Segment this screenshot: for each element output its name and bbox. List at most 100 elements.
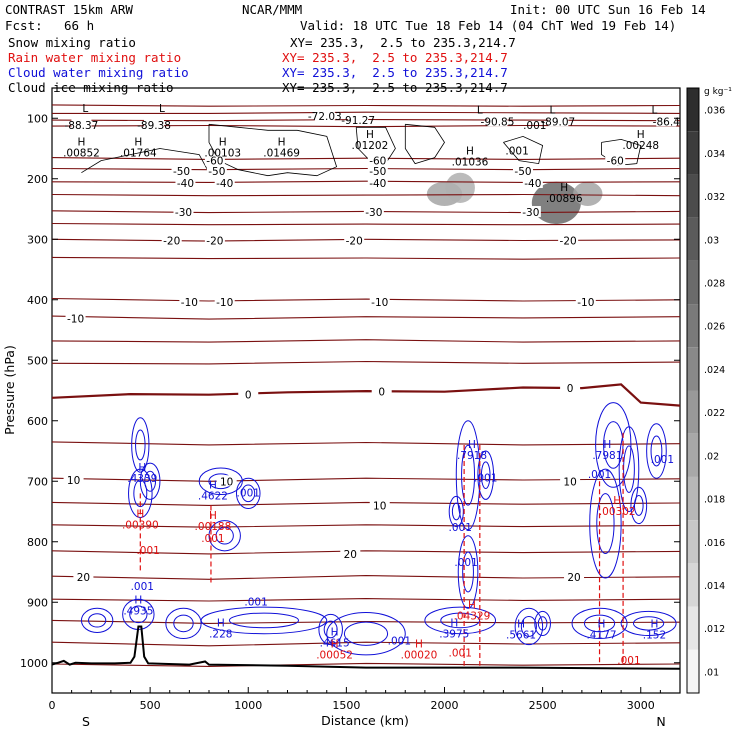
isotherm-15 — [51, 360, 681, 365]
colorbar-label: .01 — [704, 667, 719, 678]
extremum-mark: H — [77, 136, 85, 148]
colorbar-label: .016 — [704, 538, 725, 549]
extremum-mark: H — [134, 594, 142, 606]
colorbar-swatch-13 — [687, 649, 699, 693]
extremum-value: .00103 — [204, 147, 241, 159]
extremum-mark: H — [366, 129, 374, 141]
contour-label: .001 — [388, 636, 411, 648]
isotherm-17 — [51, 441, 681, 446]
contour-label: .001 — [131, 581, 154, 593]
cloud-water-cell-inner-13 — [650, 435, 663, 467]
cloud-water-cell-inner-16 — [88, 613, 107, 628]
colorbar-label: .018 — [704, 495, 725, 506]
extremum-mark: H — [136, 509, 144, 521]
x-axis-label: Distance (km) — [321, 713, 409, 728]
extremum-value: .4935 — [123, 605, 153, 617]
cloud-water-cell-3 — [198, 467, 243, 496]
temp-label: -60 — [369, 156, 386, 168]
cloud-water-cell-inner-24 — [583, 614, 616, 633]
cloud-water-cell-inner-9 — [480, 461, 491, 490]
extremum-value: .228 — [209, 628, 232, 640]
snow-contour-4 — [503, 135, 544, 165]
cloud-water-cell-inner-5 — [215, 526, 234, 545]
temp-label-bg-30 — [238, 388, 259, 400]
temp-label-bg-25 — [65, 312, 86, 324]
temp-label-bg-35 — [369, 499, 390, 511]
extremum-value: .00896 — [546, 193, 583, 205]
colorbar-unit: g kg⁻¹ — [704, 87, 732, 97]
temp-label-bg-24 — [558, 234, 579, 246]
extremum-value: .00302 — [599, 506, 636, 518]
colorbar-frame — [686, 87, 700, 694]
colorbar-swatch-4 — [687, 260, 699, 305]
cloud-water-cell-18 — [200, 606, 328, 635]
cloud-water-cell-inner-4 — [241, 484, 256, 503]
contour-label: .001 — [449, 648, 472, 660]
cloud-water-cell-inner-2 — [144, 470, 157, 492]
terrain-line — [51, 625, 681, 670]
colorbar-label: .028 — [704, 278, 725, 289]
colorbar-label: .012 — [704, 624, 725, 635]
cloud-water-cell-inner-18 — [228, 612, 299, 629]
extremum-mark: H — [613, 495, 621, 507]
extremum-mark: H — [217, 617, 225, 629]
extremum-value: .152 — [643, 630, 666, 642]
temp-label-bg-20 — [520, 206, 541, 218]
temp-label-bg-10 — [171, 164, 192, 176]
y-tick-label: 100 — [27, 112, 48, 125]
isotherm-13 — [51, 315, 681, 320]
y-tick-label: 900 — [27, 596, 48, 609]
cloud-water-cell-25 — [620, 610, 677, 637]
temp-label: 0 — [245, 390, 252, 402]
ice-shade-1 — [445, 172, 475, 203]
temp-label-bg-39 — [564, 570, 585, 582]
temp-label-bg-37 — [73, 570, 94, 582]
temp-label: 20 — [567, 572, 580, 584]
temp-label-bg-22 — [204, 234, 225, 246]
colorbar-swatch-5 — [687, 304, 699, 348]
cloud-water-cell-inner-20 — [343, 621, 389, 646]
isotherm-20 — [51, 524, 681, 528]
temp-label-bg-1 — [71, 118, 92, 130]
temp-label: -10 — [216, 297, 233, 309]
extremum-value: .04329 — [454, 610, 491, 622]
colorbar-label: .026 — [704, 322, 725, 333]
temp-label: -89.38 — [137, 120, 171, 132]
cloud-water-cell-7 — [457, 535, 479, 609]
temp-label: -60 — [206, 156, 223, 168]
extremum-mark: H — [331, 627, 339, 639]
field-cloud-water-xy: XY= 235.3, 2.5 to 235.3,214.7 — [282, 65, 508, 80]
y-tick-label: 300 — [27, 233, 48, 246]
temp-label: -50 — [369, 166, 386, 178]
extremum-mark: H — [637, 129, 645, 141]
extremum-value: .5661 — [506, 630, 536, 642]
temp-label-bg-32 — [560, 382, 581, 394]
temp-label: -40 — [369, 178, 386, 190]
extremum-mark: H — [603, 439, 611, 451]
y-tick-label: 800 — [27, 536, 48, 549]
temp-label: 10 — [220, 476, 233, 488]
cloud-water-cell-inner-17 — [173, 614, 194, 633]
isotherm-1 — [52, 111, 681, 114]
cloud-water-cell-11 — [589, 468, 622, 579]
extremum-mark: H — [134, 136, 142, 148]
colorbar: .036 .034 .032 .03 .028 .026 .024 .022 .02 .018 .0… — [686, 87, 725, 694]
temp-label-bg-34 — [216, 475, 237, 487]
temp-label: -90.85 — [481, 116, 515, 128]
cloud-water-cell-inner-25 — [632, 616, 665, 631]
cloud-water-layer — [80, 402, 677, 656]
x-end-right: N — [656, 714, 665, 729]
field-cloud-water-name: Cloud water mixing ratio — [8, 65, 189, 80]
extremum-value: .00852 — [63, 147, 100, 159]
cloud-water-cell-22 — [514, 607, 544, 646]
colorbar-swatch-7 — [687, 390, 699, 434]
isotherm-26 — [51, 662, 681, 667]
extremum-mark: H — [209, 480, 217, 492]
x-tick-label: 1500 — [332, 699, 360, 712]
extremum-mark: H — [278, 136, 286, 148]
temp-label: 10 — [67, 475, 80, 487]
colorbar-label: .014 — [704, 581, 725, 592]
isotherm-11 — [51, 256, 681, 260]
temp-label: 10 — [563, 476, 576, 488]
temp-label: -88.37 — [65, 120, 99, 132]
